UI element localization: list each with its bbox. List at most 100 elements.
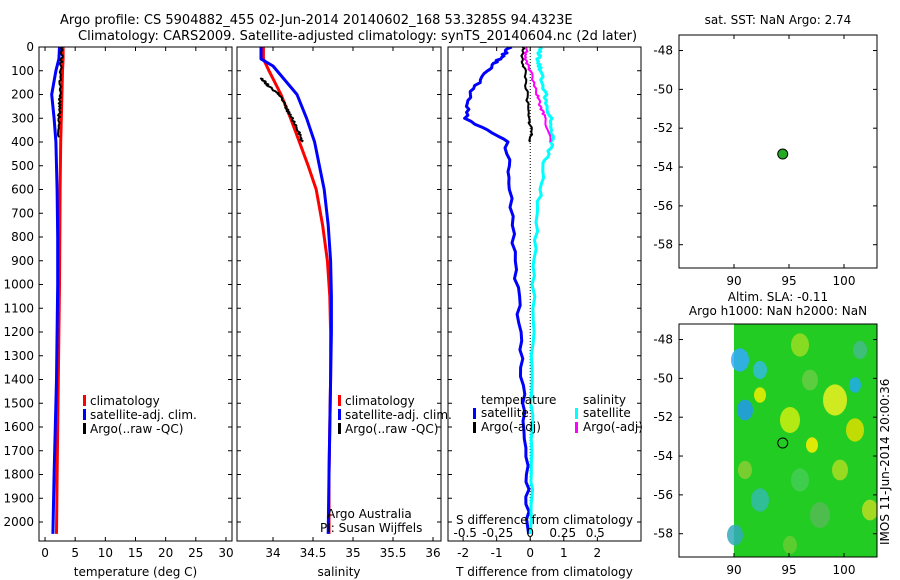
sdiff-xlabel: S difference from climatology [456, 513, 633, 527]
salinity-xlabel: salinity [317, 565, 360, 579]
figure-title-line2: Climatology: CARS2009. Satellite-adjuste… [78, 29, 638, 44]
sla-map-ytick-label: -54 [653, 449, 673, 463]
sst-map-ytick-label: -58 [653, 238, 673, 252]
sla-map-blob [823, 384, 847, 416]
sla-map-frame [678, 323, 878, 558]
salinity-xtick-label: 35 [345, 546, 360, 560]
tdiff-xlabel: T difference from climatology [455, 565, 633, 579]
sst-map-xtick-label: 90 [726, 274, 741, 288]
sla-map-blob [791, 333, 809, 357]
temperature-ytick-label: 1100 [3, 301, 34, 315]
temperature-xtick-label: 0 [41, 546, 49, 560]
temperature-legend-swatch [83, 409, 86, 420]
series-line-temperature-argo-adj- [520, 47, 534, 143]
sst-map-ytick-label: -52 [653, 121, 673, 135]
difference-legend-swatch [575, 408, 578, 419]
temperature-ytick-label: 1700 [3, 444, 34, 458]
sla-map-blob [737, 399, 753, 421]
series-line-temperature-satellite [463, 47, 531, 535]
temperature-xlabel: temperature (deg C) [74, 565, 197, 579]
sdiff-xtick-label: -0.25 [482, 526, 513, 540]
temperature-xtick-label: 10 [98, 546, 113, 560]
salinity-legend-label: satellite-adj. clim. [345, 408, 452, 422]
difference-legend-label: Argo(-adj) [481, 420, 541, 434]
temperature-legend-label: climatology [90, 394, 160, 408]
series-line-salinity-satellite [528, 47, 555, 535]
difference-xtick-label: -1 [491, 546, 503, 560]
series-line-argo-raw-qc- [57, 47, 64, 138]
temperature-ytick-label: 1900 [3, 491, 34, 505]
series-line-climatology [55, 47, 65, 534]
sst-map-ytick-label: -48 [653, 44, 673, 58]
difference-legend-swatch [575, 422, 578, 433]
temperature-ytick-label: 700 [11, 206, 34, 220]
difference-legend-title-salinity: salinity [583, 393, 626, 407]
sst-map-frame [678, 34, 878, 269]
temperature-ytick-label: 300 [11, 111, 34, 125]
sla-map-blob [731, 348, 749, 372]
sla-map-blob [832, 459, 848, 481]
sla-map-blob [846, 418, 864, 442]
sst-map-title: sat. SST: NaN Argo: 2.74 [705, 13, 852, 27]
salinity-legend-swatch [338, 409, 341, 420]
sdiff-xtick-label: 0 [526, 526, 534, 540]
sla-map-blob [727, 524, 743, 546]
temperature-ytick-label: 600 [11, 183, 34, 197]
difference-legend-label: Argo(-adj) [583, 420, 643, 434]
difference-xtick-label: 1 [560, 546, 568, 560]
difference-legend-swatch [473, 422, 476, 433]
temperature-xtick-label: 5 [71, 546, 79, 560]
sla-map-xtick-label: 100 [833, 563, 856, 577]
difference-xtick-label: -2 [457, 546, 469, 560]
sdiff-xtick-label: 0.5 [586, 526, 605, 540]
sst-map-xtick-label: 95 [781, 274, 796, 288]
temperature-legend-label: satellite-adj. clim. [90, 408, 197, 422]
series-line-satellite-adj-clim- [259, 47, 333, 534]
series-line-satellite-adj-clim- [50, 47, 61, 534]
salinity-legend-swatch [338, 423, 341, 434]
temperature-xtick-label: 25 [188, 546, 203, 560]
temperature-ytick-label: 1000 [3, 278, 34, 292]
series-line-salinity-argo-adj- [523, 47, 552, 143]
salinity-legend-label: climatology [345, 394, 415, 408]
sla-map-blob [802, 369, 818, 391]
sst-map-ytick-label: -56 [653, 199, 673, 213]
temperature-ytick-label: 100 [11, 64, 34, 78]
temperature-axes-frame [38, 46, 233, 542]
temperature-ytick-label: 1500 [3, 396, 34, 410]
sla-map-blob [754, 387, 766, 403]
difference-xtick-label: 2 [594, 546, 602, 560]
temperature-legend-swatch [83, 423, 86, 434]
series-line-climatology [261, 47, 333, 534]
salinity-legend-swatch [338, 395, 341, 406]
sst-map-ytick-label: -54 [653, 160, 673, 174]
sla-map-blob [780, 407, 800, 433]
sla-map-ytick-label: -58 [653, 527, 673, 541]
sla-map-ytick-label: -50 [653, 371, 673, 385]
timestamp-label: IMOS 11-Jun-2014 20:00:36 [878, 379, 892, 545]
difference-legend-title-temperature: temperature [481, 393, 556, 407]
temperature-legend-swatch [83, 395, 86, 406]
temperature-xtick-label: 15 [128, 546, 143, 560]
sla-float-marker [777, 437, 789, 449]
difference-legend-label: satellite [583, 406, 631, 420]
difference-xtick-label: 0 [526, 546, 534, 560]
temperature-ytick-label: 900 [11, 254, 34, 268]
sdiff-xtick-label: 0.25 [549, 526, 576, 540]
difference-legend-label: satellite [481, 406, 529, 420]
temperature-ytick-label: 1200 [3, 325, 34, 339]
temperature-ytick-label: 800 [11, 230, 34, 244]
sla-map-blob [751, 488, 769, 512]
temperature-ytick-label: 200 [11, 88, 34, 102]
series-line-argo-raw-qc- [259, 77, 304, 143]
temperature-ytick-label: 1400 [3, 373, 34, 387]
temperature-ytick-label: 1800 [3, 468, 34, 482]
temperature-xtick-label: 30 [218, 546, 233, 560]
sla-map-blob [753, 360, 767, 380]
salinity-legend-label: Argo(..raw -QC) [345, 422, 438, 436]
credit-line2: PI: Susan Wijffels [320, 521, 422, 535]
sla-map-blob [783, 535, 797, 555]
salinity-xtick-label: 34.5 [300, 546, 327, 560]
temperature-ytick-label: 1300 [3, 349, 34, 363]
